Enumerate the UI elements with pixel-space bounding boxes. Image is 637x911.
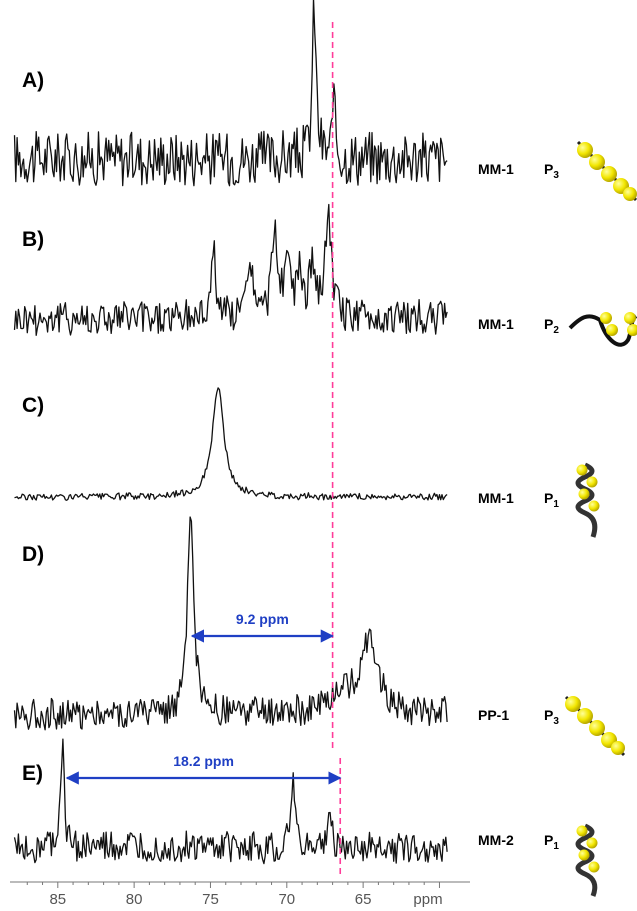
p3-bead-chain-icon-d: [564, 695, 626, 757]
panel-label-d: D): [22, 543, 44, 566]
spectrum-trace-e: [13, 738, 448, 865]
annotation-label-d: 9.2 ppm: [236, 611, 289, 627]
x-axis-ticks: 85 80 75 70 65: [26, 882, 440, 908]
p1-helix-icon-e: [575, 823, 600, 897]
spectrum-trace-d: [13, 516, 448, 731]
phase-label-c: P1: [544, 490, 559, 510]
x-tick-label-65: 65: [355, 891, 372, 908]
x-tick-label-80: 80: [126, 891, 143, 908]
annotation-label-e: 18.2 ppm: [173, 753, 234, 769]
sample-name-b: MM-1: [478, 316, 514, 332]
spectrum-trace-b: [13, 203, 448, 336]
phase-label-d: P3: [544, 707, 559, 727]
phase-label-b: P2: [544, 316, 559, 336]
panel-label-a: A): [22, 69, 44, 92]
sample-name-e: MM-2: [478, 832, 514, 848]
spectra-traces: [13, 0, 448, 865]
panel-label-c: C): [22, 394, 44, 417]
sample-label-b: MM-1 P2: [478, 316, 559, 336]
p1-helix-icon: [575, 462, 600, 538]
sample-label-a: MM-1 P3: [478, 161, 559, 181]
sample-label-e: MM-2 P1: [478, 832, 559, 852]
phase-label-a: P3: [544, 161, 559, 181]
spectrum-trace-a: [13, 0, 448, 187]
spectrum-trace-c: [14, 387, 448, 501]
x-tick-label-70: 70: [278, 891, 295, 908]
sample-name-d: PP-1: [478, 707, 509, 723]
phase-label-e: P1: [544, 832, 559, 852]
sample-name-a: MM-1: [478, 161, 514, 177]
x-axis: 85 80 75 70 65 ppm: [10, 881, 470, 908]
p3-bead-chain-icon: [576, 140, 637, 202]
sample-label-d: PP-1 P3: [478, 707, 559, 727]
x-tick-label-75: 75: [202, 891, 219, 908]
panel-label-b: B): [22, 228, 44, 251]
sample-name-c: MM-1: [478, 490, 514, 506]
sample-label-c: MM-1 P1: [478, 490, 559, 510]
x-axis-label: ppm: [413, 891, 442, 908]
p2-bead-chain-icon: [568, 312, 637, 347]
x-tick-label-85: 85: [49, 891, 66, 908]
panel-label-e: E): [22, 762, 43, 785]
